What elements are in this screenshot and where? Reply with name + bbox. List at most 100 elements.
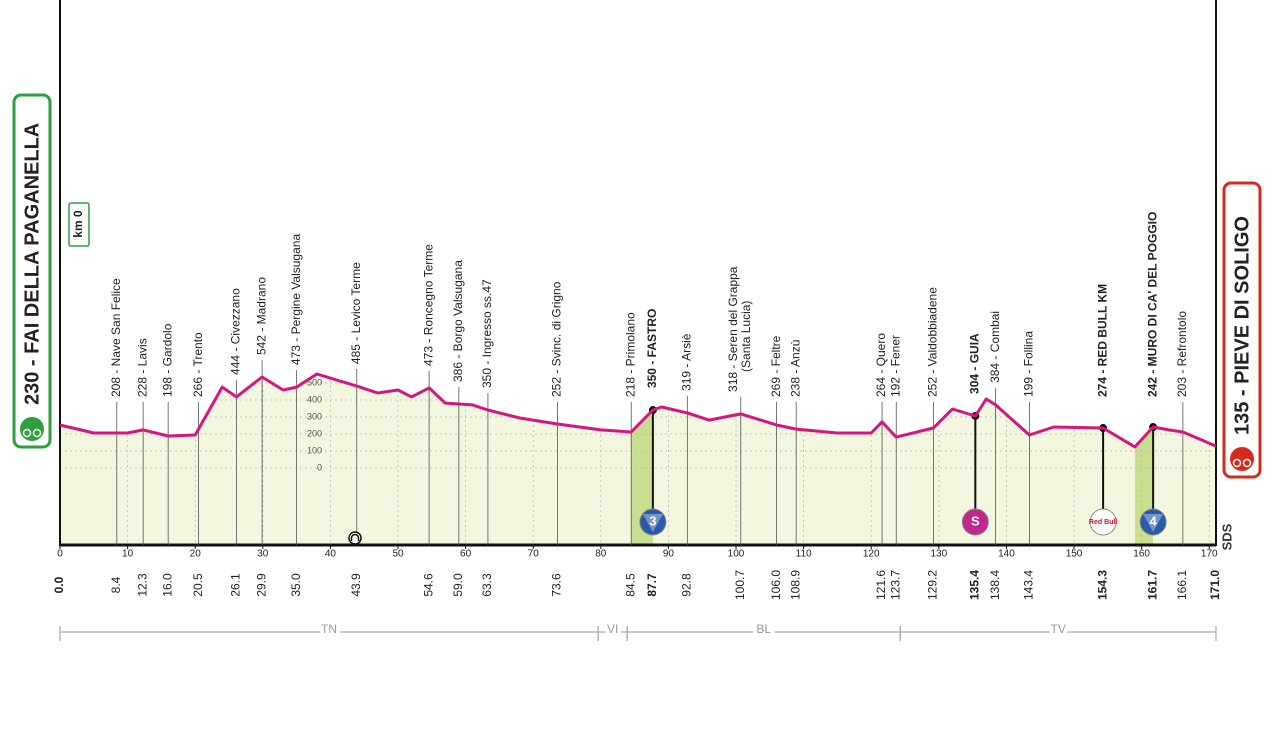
x-tick-label: 30 (257, 549, 269, 560)
waypoint-km: 92.8 (680, 573, 694, 597)
waypoint-label: 542 - Madrano (254, 277, 268, 355)
x-tick-label: 70 (528, 549, 540, 560)
start-icon-wheel (22, 428, 32, 438)
x-tick-label: 170 (1201, 549, 1218, 560)
finish-label: 135 - PIEVE DI SOLIGO (1231, 216, 1253, 435)
waypoint-label: 218 - Primolano (623, 312, 637, 397)
x-tick-label: 50 (392, 549, 404, 560)
waypoint-label: 473 - Pergine Valsugana (289, 234, 303, 366)
climb-triangle (1143, 514, 1164, 532)
marker-label: 3 (649, 513, 656, 528)
waypoint-km: 87.7 (645, 573, 659, 597)
start-km: 0.0 (52, 576, 66, 593)
waypoint-km: 54.6 (421, 573, 435, 597)
x-tick-label: 90 (663, 549, 675, 560)
waypoint-label: 485 - Levico Terme (349, 262, 363, 364)
y-tick-label: 400 (307, 394, 322, 404)
waypoint-label: 266 - Trento (191, 332, 205, 397)
waypoint-km: 138.4 (988, 570, 1002, 600)
x-tick-label: 0 (57, 549, 63, 560)
region-label: BL (756, 622, 771, 636)
km0-label: km 0 (71, 210, 85, 238)
waypoint-km: 143.4 (1022, 570, 1036, 600)
waypoint-label: 269 - Feltre (769, 335, 783, 397)
finish-km: 171.0 (1208, 570, 1222, 600)
waypoint-label: 208 - Nave San Felice (109, 278, 123, 397)
waypoint-label: 444 - Civezzano (229, 288, 243, 375)
waypoint-km: 63.3 (480, 573, 494, 597)
region-label: TV (1050, 622, 1065, 636)
km0-badge (68, 202, 90, 247)
waypoint-label: 384 - Combai (988, 311, 1002, 383)
x-tick-label: 20 (190, 549, 202, 560)
finish-icon-wheel (1242, 458, 1252, 468)
x-tick-label: 60 (460, 549, 472, 560)
waypoint-km: 35.0 (289, 573, 303, 597)
waypoint-km: 106.0 (769, 570, 783, 600)
waypoint-km: 20.5 (191, 573, 205, 597)
waypoint-label: 318 - Seren del Grappa (726, 266, 740, 392)
waypoint-km: 166.1 (1175, 570, 1189, 600)
climb-marker (1089, 508, 1117, 536)
x-tick-label: 150 (1066, 549, 1083, 560)
waypoint-label: 386 - Borgo Valsugana (451, 260, 465, 382)
waypoint-label: 350 - Ingresso ss.47 (480, 279, 494, 388)
waypoint-label: 274 - RED BULL KM (1095, 284, 1109, 397)
sponsor-logo: SDS (1219, 523, 1234, 550)
waypoint-label: 228 - Lavis (135, 338, 149, 397)
waypoint-label: 198 - Gardolo (160, 323, 174, 397)
waypoint-km: 43.9 (349, 573, 363, 597)
waypoint-km: 84.5 (623, 573, 637, 597)
waypoint-label: 304 - GUIA (968, 333, 982, 394)
y-tick-label: 0 (317, 462, 322, 472)
y-tick-label: 200 (307, 428, 322, 438)
climb-marker (961, 508, 989, 536)
waypoint-km: 16.0 (160, 573, 174, 597)
waypoint-label: 238 - Anzù (788, 340, 802, 397)
x-tick-label: 120 (863, 549, 880, 560)
x-tick-label: 130 (930, 549, 947, 560)
waypoint-label: 242 - MURO DI CA' DEL POGGIO (1145, 212, 1159, 397)
y-tick-label: 100 (307, 445, 322, 455)
finish-icon-wheel (1232, 458, 1242, 468)
y-tick-label: 300 (307, 411, 322, 421)
x-tick-label: 160 (1133, 549, 1150, 560)
waypoint-km: 100.7 (733, 570, 747, 600)
waypoint-label: 350 - FASTRO (645, 309, 659, 388)
start-label: 230 - FAI DELLA PAGANELLA (21, 123, 43, 405)
finish-sign (1222, 181, 1262, 479)
climb-triangle (642, 514, 663, 532)
marks-layer: 0 100 200 300 400 500 0 10 20 30 40 50 60 70 80 90 100 11… (12, 0, 1262, 641)
start-icon-wheel (32, 428, 42, 438)
x-tick-label: 100 (728, 549, 745, 560)
climb-marker (1139, 508, 1167, 536)
finish-icon (1230, 447, 1254, 471)
waypoint-label: 473 - Roncegno Terme (421, 244, 435, 366)
climb-marker (639, 508, 667, 536)
start-icon (20, 417, 44, 441)
y-tick-label: 500 (307, 377, 322, 387)
waypoint-km: 8.4 (109, 576, 123, 593)
region-label: TN (321, 622, 337, 636)
x-tick-label: 140 (998, 549, 1015, 560)
waypoint-km: 29.9 (254, 573, 268, 597)
waypoint-km: 135.4 (968, 570, 982, 600)
x-tick-label: 10 (122, 549, 134, 560)
area-layer (60, 374, 1216, 545)
waypoint-label: 203 - Refrontolo (1175, 311, 1189, 397)
waypoint-km: 12.3 (135, 573, 149, 597)
region-label: VI (607, 622, 618, 636)
x-tick-label: 80 (595, 549, 607, 560)
waypoint-label: 192 - Fener (888, 335, 902, 397)
marker-label: 4 (1150, 513, 1158, 528)
waypoint-label: 199 - Follina (1022, 331, 1036, 397)
waypoint-km: 59.0 (451, 573, 465, 597)
profile-line (59, 372, 1217, 449)
waypoint-km: 123.7 (888, 570, 902, 600)
waypoint-km: 129.2 (926, 570, 940, 600)
waypoint-km: 108.9 (788, 570, 802, 600)
waypoint-label: 252 - Svinc. di Grigno (550, 281, 564, 397)
waypoint-label: 264 - Quero (874, 333, 888, 397)
waypoint-sublabel: (Santa Lucia) (739, 301, 753, 372)
